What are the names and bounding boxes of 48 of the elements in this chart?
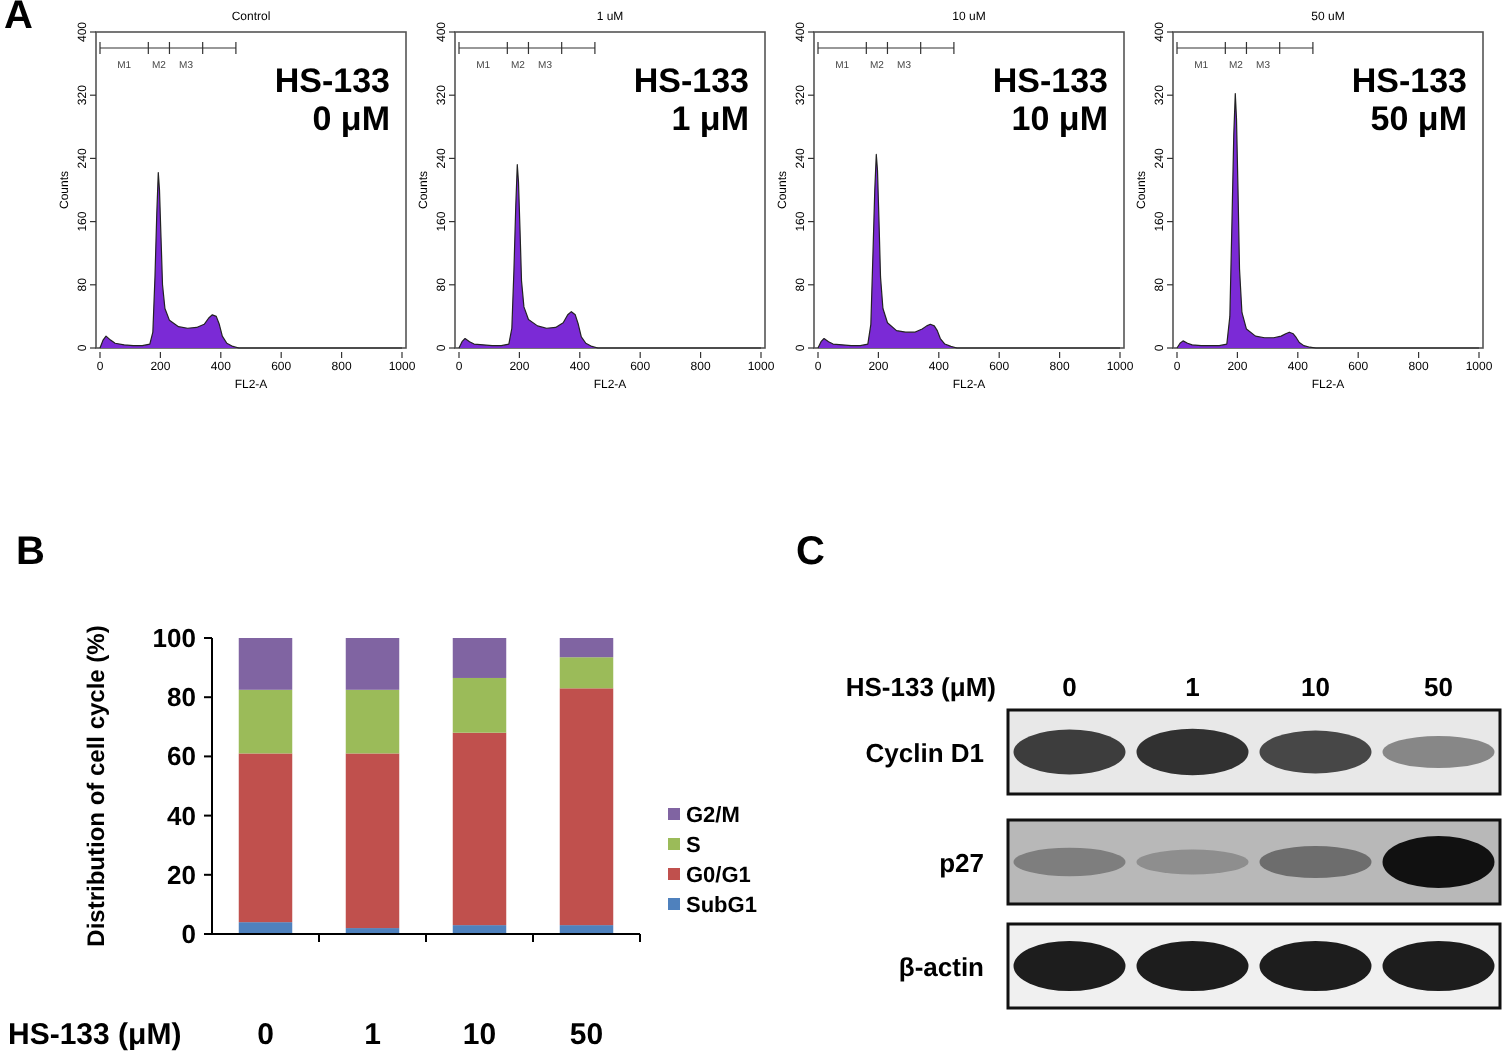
y-tick-label: 0 [181, 919, 196, 949]
x-tick-label: 50 [569, 1018, 604, 1052]
annotation: 50 μM [1370, 100, 1467, 138]
bar [345, 638, 400, 690]
text: B [16, 530, 45, 574]
bar [559, 688, 614, 926]
bar [238, 922, 293, 934]
bar [452, 732, 507, 926]
text: C [796, 530, 825, 574]
bar [345, 689, 400, 754]
annotation: HS-133 [1351, 62, 1467, 100]
bar [559, 638, 614, 658]
annotation: HS-133 [274, 62, 390, 100]
bar [238, 753, 293, 923]
x-axis-title: HS-133 (μM) [8, 1018, 182, 1052]
bar [559, 657, 614, 689]
annotation: HS-133 [992, 62, 1108, 100]
annotation: 0 μM [312, 100, 390, 138]
text: HS-133 (μM) [845, 672, 996, 702]
x-tick-label: 10 [462, 1018, 497, 1052]
text: A [4, 0, 33, 38]
legend-label: S [686, 834, 701, 858]
category-label: 50 [1424, 672, 1453, 702]
annotation: 10 μM [1011, 100, 1108, 138]
category-label: 1 [1185, 672, 1200, 702]
y-axis-title: Distribution of cell cycle (%) [82, 625, 110, 947]
y-tick-label: 80 [167, 682, 196, 713]
category-label: β-actin [898, 952, 984, 982]
annotation: 1 μM [671, 100, 749, 138]
x-tick-label: 0 [257, 1018, 274, 1052]
bar [452, 638, 507, 678]
annotation: HS-133 [633, 62, 749, 100]
category-label: 10 [1301, 672, 1330, 702]
x-tick-label: 1 [364, 1018, 381, 1052]
category-label: 0 [1062, 672, 1077, 702]
y-tick-label: 20 [167, 859, 196, 890]
bar [345, 753, 400, 929]
legend-label: SubG1 [686, 894, 757, 918]
y-tick-label: 60 [167, 741, 196, 772]
category-label: p27 [939, 848, 984, 878]
y-tick-label: 40 [167, 800, 196, 831]
legend-label: G2/M [686, 804, 740, 828]
bar [238, 689, 293, 754]
legend-label: G0/G1 [686, 864, 751, 888]
bar [238, 638, 293, 690]
category-label: Cyclin D1 [865, 738, 984, 768]
bar [452, 677, 507, 733]
y-tick-label: 100 [152, 623, 196, 653]
